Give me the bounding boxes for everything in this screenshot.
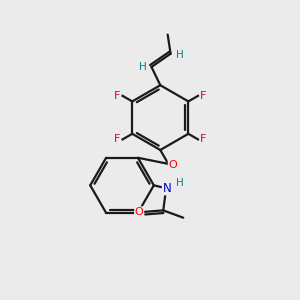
Text: N: N [162,182,171,195]
Text: O: O [168,160,177,170]
Text: F: F [200,91,206,101]
Text: F: F [114,91,121,101]
Text: O: O [135,207,143,217]
Text: F: F [114,134,121,144]
Text: H: H [176,50,183,60]
Text: F: F [200,134,206,144]
Text: H: H [176,178,183,188]
Text: H: H [139,62,146,72]
